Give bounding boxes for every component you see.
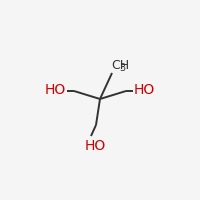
Text: HO: HO [134,83,155,97]
Text: HO: HO [85,139,106,153]
Text: 3: 3 [120,63,126,73]
Text: CH: CH [111,59,129,72]
Text: HO: HO [45,83,66,97]
